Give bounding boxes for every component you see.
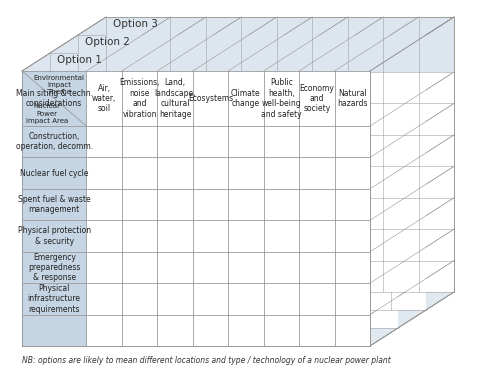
Polygon shape (158, 252, 192, 283)
Polygon shape (299, 71, 334, 126)
Polygon shape (426, 17, 454, 310)
Polygon shape (158, 157, 192, 189)
Polygon shape (264, 220, 299, 252)
Text: Economy
and
society: Economy and society (300, 83, 334, 113)
Text: Construction,
operation, decomm.: Construction, operation, decomm. (16, 132, 93, 152)
Text: Land,
landscape,
cultural
heritage: Land, landscape, cultural heritage (154, 78, 196, 119)
Polygon shape (299, 283, 334, 314)
Polygon shape (122, 220, 158, 252)
Polygon shape (192, 252, 228, 283)
Text: Environmental
Impact
Theme: Environmental Impact Theme (34, 75, 84, 94)
Polygon shape (122, 71, 158, 126)
Polygon shape (228, 189, 264, 220)
Polygon shape (86, 283, 122, 314)
Polygon shape (334, 71, 370, 126)
Text: Option 3: Option 3 (113, 19, 158, 29)
Polygon shape (106, 17, 454, 72)
Polygon shape (106, 17, 454, 292)
Polygon shape (228, 157, 264, 189)
Polygon shape (86, 252, 122, 283)
Polygon shape (86, 126, 122, 157)
Polygon shape (86, 71, 122, 126)
Polygon shape (22, 71, 370, 126)
Polygon shape (228, 252, 264, 283)
Polygon shape (22, 71, 370, 346)
Polygon shape (86, 189, 122, 220)
Polygon shape (192, 126, 228, 157)
Polygon shape (334, 220, 370, 252)
Polygon shape (158, 126, 192, 157)
Polygon shape (264, 189, 299, 220)
Text: Emergency
preparedness
& response: Emergency preparedness & response (28, 253, 80, 282)
Polygon shape (158, 283, 192, 314)
Polygon shape (122, 189, 158, 220)
Text: Air,
water,
soil: Air, water, soil (92, 83, 116, 113)
Polygon shape (334, 157, 370, 189)
Polygon shape (122, 252, 158, 283)
Polygon shape (86, 220, 122, 252)
Text: Nuclear fuel cycle: Nuclear fuel cycle (20, 169, 88, 178)
Text: Option 1: Option 1 (57, 55, 102, 65)
Polygon shape (122, 157, 158, 189)
Polygon shape (334, 189, 370, 220)
Text: Public
health,
well-being
and safety: Public health, well-being and safety (261, 78, 302, 119)
Text: Main siting & techn.
considerations: Main siting & techn. considerations (16, 89, 92, 108)
Polygon shape (158, 189, 192, 220)
Polygon shape (228, 283, 264, 314)
Polygon shape (264, 283, 299, 314)
Polygon shape (78, 35, 142, 310)
Polygon shape (264, 71, 299, 126)
Polygon shape (158, 71, 192, 126)
Polygon shape (228, 71, 264, 126)
Text: Option 2: Option 2 (85, 37, 130, 47)
Polygon shape (106, 17, 170, 292)
Polygon shape (299, 157, 334, 189)
Text: Emissions,
noise
and
vibration: Emissions, noise and vibration (120, 78, 160, 119)
Polygon shape (192, 189, 228, 220)
Polygon shape (158, 220, 192, 252)
Polygon shape (192, 220, 228, 252)
Polygon shape (299, 126, 334, 157)
Polygon shape (78, 35, 426, 90)
Text: Physical protection
& security: Physical protection & security (18, 226, 91, 246)
Polygon shape (264, 252, 299, 283)
Polygon shape (228, 220, 264, 252)
Polygon shape (22, 71, 86, 346)
Polygon shape (334, 283, 370, 314)
Text: Climate
change: Climate change (231, 89, 260, 108)
Text: NB: options are likely to mean different locations and type / technology of a nu: NB: options are likely to mean different… (22, 356, 391, 365)
Polygon shape (50, 53, 114, 328)
Polygon shape (370, 53, 398, 346)
Polygon shape (228, 126, 264, 157)
Polygon shape (192, 157, 228, 189)
Polygon shape (264, 126, 299, 157)
Polygon shape (334, 252, 370, 283)
Polygon shape (50, 53, 398, 328)
Polygon shape (264, 157, 299, 189)
Polygon shape (299, 220, 334, 252)
Polygon shape (299, 252, 334, 283)
Polygon shape (398, 35, 426, 328)
Polygon shape (50, 53, 398, 108)
Polygon shape (50, 35, 426, 53)
Polygon shape (192, 71, 228, 126)
Polygon shape (122, 126, 158, 157)
Polygon shape (86, 157, 122, 189)
Polygon shape (22, 53, 398, 71)
Polygon shape (122, 283, 158, 314)
Polygon shape (299, 189, 334, 220)
Polygon shape (78, 35, 426, 310)
Text: Spent fuel & waste
management: Spent fuel & waste management (18, 195, 90, 214)
Text: Nuclear
Power
Impact Area: Nuclear Power Impact Area (26, 104, 68, 123)
Text: Physical
infrastructure
requirements: Physical infrastructure requirements (28, 284, 80, 314)
Text: Ecosystems: Ecosystems (188, 94, 233, 103)
Polygon shape (192, 283, 228, 314)
Polygon shape (78, 17, 454, 35)
Polygon shape (334, 126, 370, 157)
Text: Natural
hazards: Natural hazards (337, 89, 368, 108)
